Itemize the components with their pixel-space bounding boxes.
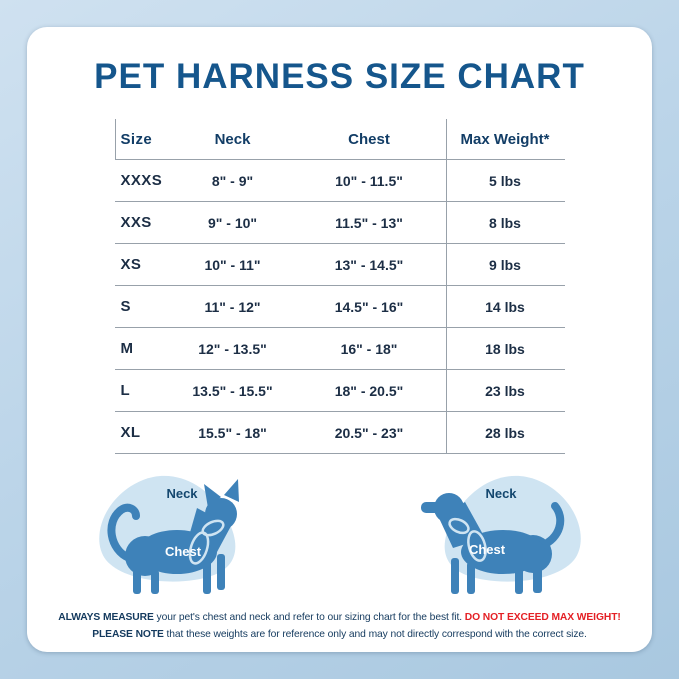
neck-cell: 15.5" - 18" [198,424,267,441]
header-neck: Neck [214,130,251,148]
dog-neck-label: Neck [485,486,517,501]
measurement-diagrams: Neck Chest Neck [27,466,652,606]
footnote-line-1: ALWAYS MEASURE your pet's chest and neck… [27,610,652,627]
max-weight-cell: 8 lbs [489,214,521,231]
chest-cell: 20.5" - 23" [334,424,404,441]
size-table: Size Neck Chest Max Weight* XXXS 8" - 9"… [114,119,565,454]
chest-cell: 11.5" - 13" [335,214,403,231]
table-row: XS 10" - 11" 13" - 14.5" 9 lbs [114,244,565,286]
table-row: XXXS 8" - 9" 10" - 11.5" 5 lbs [114,160,565,202]
cat-silhouette-icon [106,479,239,594]
chest-cell: 18" - 20.5" [334,382,404,399]
chest-cell: 16" - 18" [340,340,398,357]
table-header-left-border [114,119,116,159]
chest-cell: 13" - 14.5" [334,256,404,273]
header-size: Size [120,130,153,148]
size-cell: M [120,340,134,357]
chest-cell: 14.5" - 16" [334,298,404,315]
size-chart-card: PET HARNESS SIZE CHART Size Neck Chest M… [27,27,652,652]
max-weight-cell: 14 lbs [485,298,525,315]
dog-harness-outline [447,517,487,562]
size-cell: L [120,382,131,399]
header-chest: Chest [348,130,390,148]
size-cell: XL [120,424,141,441]
size-cell: XXS [120,214,152,231]
table-row: L 13.5" - 15.5" 18" - 20.5" 23 lbs [114,370,565,412]
footnote-line2-text: that these weights are for reference onl… [163,628,587,640]
table-row: S 11" - 12" 14.5" - 16" 14 lbs [114,286,565,328]
cat-chest-label: Chest [164,544,201,559]
table-row: XL 15.5" - 18" 20.5" - 23" 28 lbs [114,412,565,454]
table-row: M 12" - 13.5" 16" - 18" 18 lbs [114,328,565,370]
cat-neck-label: Neck [166,486,198,501]
header-max-weight: Max Weight* [460,130,550,148]
neck-cell: 11" - 12" [204,298,261,315]
size-cell: XS [120,256,142,273]
table-header-row: Size Neck Chest Max Weight* [114,119,565,160]
neck-cell: 8" - 9" [211,172,254,189]
chest-cell: 10" - 11.5" [335,172,403,189]
footnote-line-2: PLEASE NOTE that these weights are for r… [27,627,652,644]
footnote-always-measure: ALWAYS MEASURE [58,612,154,623]
cat-harness-outline [188,519,225,565]
cat-measurement-diagram: Neck Chest [98,475,239,594]
max-weight-cell: 5 lbs [489,172,521,189]
max-weight-cell: 18 lbs [485,340,525,357]
footnote-line1-text: your pet's chest and neck and refer to o… [153,612,465,623]
max-weight-cell: 28 lbs [485,424,525,441]
max-weight-cell: 9 lbs [489,256,521,273]
table-column-divider [445,119,447,454]
page-title: PET HARNESS SIZE CHART [94,57,585,96]
footnote: ALWAYS MEASURE your pet's chest and neck… [27,610,652,644]
dog-measurement-diagram: Neck Chest [420,475,581,594]
footnote-max-weight-warning: DO NOT EXCEED MAX WEIGHT! [464,612,621,623]
footnote-please-note: PLEASE NOTE [92,628,164,640]
dog-silhouette-icon [420,493,564,594]
dog-chest-label: Chest [468,542,505,557]
table-row: XXS 9" - 10" 11.5" - 13" 8 lbs [114,202,565,244]
neck-cell: 10" - 11" [204,256,261,273]
size-cell: S [120,298,131,315]
neck-cell: 9" - 10" [207,214,258,231]
neck-cell: 12" - 13.5" [198,340,267,357]
size-cell: XXXS [120,172,163,189]
neck-cell: 13.5" - 15.5" [192,382,273,399]
max-weight-cell: 23 lbs [485,382,525,399]
